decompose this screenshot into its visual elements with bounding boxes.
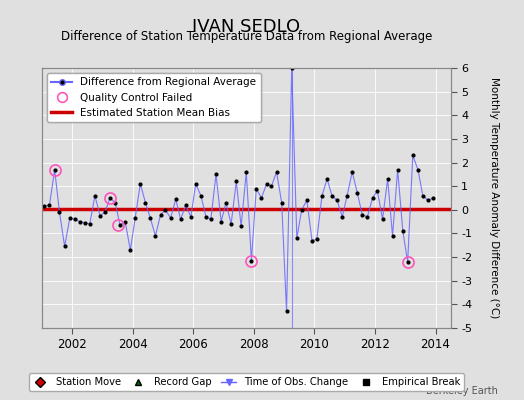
Y-axis label: Monthly Temperature Anomaly Difference (°C): Monthly Temperature Anomaly Difference (… [489, 77, 499, 319]
Legend: Station Move, Record Gap, Time of Obs. Change, Empirical Break: Station Move, Record Gap, Time of Obs. C… [29, 373, 464, 391]
Text: IVAN SEDLO: IVAN SEDLO [192, 18, 300, 36]
Text: Difference of Station Temperature Data from Regional Average: Difference of Station Temperature Data f… [61, 30, 432, 43]
Legend: Difference from Regional Average, Quality Control Failed, Estimated Station Mean: Difference from Regional Average, Qualit… [47, 73, 260, 122]
Text: Berkeley Earth: Berkeley Earth [426, 386, 498, 396]
